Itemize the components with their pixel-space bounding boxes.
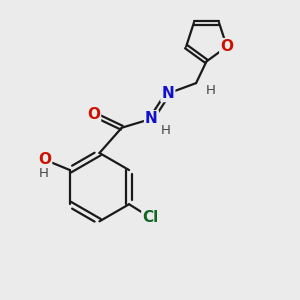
Text: H: H [161, 124, 171, 136]
Text: O: O [220, 39, 233, 54]
Text: O: O [87, 107, 100, 122]
Text: H: H [39, 167, 49, 180]
Text: O: O [38, 152, 51, 167]
Text: Cl: Cl [142, 210, 159, 225]
Text: N: N [145, 111, 158, 126]
Text: H: H [206, 84, 215, 97]
Text: N: N [161, 86, 174, 101]
